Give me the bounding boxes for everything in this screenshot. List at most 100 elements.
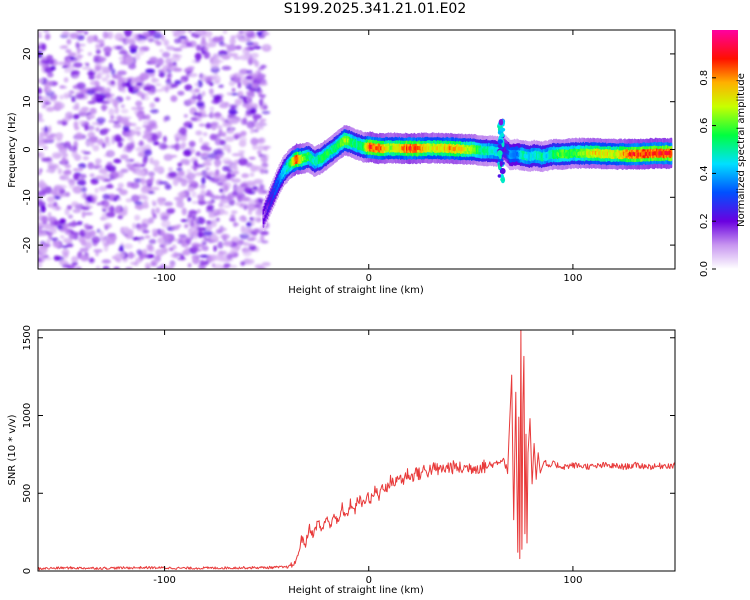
ridge-cell	[266, 205, 269, 210]
noise-speckle	[155, 41, 162, 46]
noise-speckle	[184, 162, 191, 166]
noise-speckle	[178, 197, 184, 203]
noise-speckle	[90, 178, 99, 185]
noise-speckle	[87, 162, 95, 170]
noise-speckle	[38, 221, 43, 228]
noise-speckle	[144, 235, 151, 239]
noise-speckle	[125, 81, 132, 88]
burst-blob	[500, 132, 505, 138]
colorbar	[712, 30, 738, 269]
noise-speckle	[153, 141, 160, 146]
noise-speckle	[198, 230, 202, 238]
noise-speckle	[171, 30, 181, 33]
noise-speckle	[126, 37, 133, 42]
noise-speckle	[230, 214, 236, 218]
noise-speckle	[52, 241, 61, 248]
noise-speckle	[96, 117, 106, 124]
noise-speckle	[184, 84, 193, 91]
noise-speckle	[63, 117, 70, 122]
noise-speckle	[214, 60, 224, 63]
noise-speckle	[47, 203, 56, 208]
noise-speckle	[97, 138, 104, 146]
noise-speckle	[166, 83, 171, 88]
noise-speckle	[47, 72, 54, 78]
noise-speckle	[223, 184, 229, 192]
noise-speckle	[55, 132, 64, 140]
noise-speckle	[46, 239, 51, 244]
noise-speckle	[252, 129, 259, 133]
noise-speckle	[200, 144, 209, 151]
noise-speckle	[184, 223, 189, 229]
noise-speckle	[83, 30, 89, 35]
noise-speckle	[137, 224, 142, 230]
noise-speckle	[71, 201, 79, 208]
noise-speckle	[154, 89, 165, 92]
noise-speckle	[46, 79, 53, 88]
burst-blob	[500, 177, 505, 182]
noise-speckle	[257, 121, 266, 126]
noise-speckle	[98, 56, 107, 62]
noise-speckle	[149, 102, 156, 109]
noise-speckle	[115, 45, 124, 50]
noise-speckle	[158, 71, 166, 78]
noise-speckle	[149, 186, 160, 191]
noise-speckle	[256, 31, 263, 36]
noise-speckle	[113, 158, 122, 164]
noise-speckle	[41, 56, 48, 61]
noise-speckle	[217, 241, 224, 249]
noise-speckle	[38, 263, 43, 268]
burst-blob	[497, 174, 502, 178]
noise-speckle	[157, 131, 162, 139]
noise-speckle	[103, 46, 112, 53]
noise-speckle	[72, 185, 83, 194]
noise-speckle	[113, 123, 122, 129]
noise-speckle	[230, 92, 239, 96]
noise-speckle	[89, 173, 95, 178]
noise-speckle	[126, 142, 135, 150]
noise-speckle	[137, 90, 142, 97]
noise-speckle	[117, 141, 123, 148]
noise-speckle	[131, 106, 138, 111]
noise-speckle	[264, 44, 269, 50]
noise-speckle	[243, 204, 248, 211]
ridge-cell	[273, 188, 276, 193]
noise-speckle	[83, 192, 87, 200]
noise-speckle	[222, 165, 230, 172]
noise-speckle	[45, 90, 55, 98]
snr-series-line	[38, 330, 675, 571]
noise-speckle	[239, 54, 250, 61]
noise-speckle	[232, 190, 239, 196]
noise-speckle	[63, 77, 69, 83]
noise-speckle	[94, 187, 99, 194]
noise-speckle	[72, 105, 80, 111]
noise-speckle	[100, 66, 106, 71]
noise-speckle	[192, 93, 197, 97]
noise-speckle	[261, 110, 271, 115]
noise-speckle	[245, 162, 253, 168]
noise-speckle	[194, 30, 203, 35]
noise-speckle	[139, 254, 150, 258]
noise-speckle	[222, 30, 228, 34]
noise-speckle	[87, 52, 93, 56]
noise-speckle	[48, 228, 58, 235]
noise-speckle	[55, 152, 63, 157]
noise-speckle	[160, 215, 169, 221]
noise-speckle	[233, 236, 240, 241]
burst-blob	[497, 139, 503, 144]
noise-speckle	[206, 204, 215, 211]
noise-speckle	[260, 64, 267, 69]
noise-speckle	[145, 129, 152, 136]
noise-speckle	[210, 235, 220, 241]
noise-speckle	[129, 182, 140, 189]
noise-speckle	[136, 130, 141, 137]
noise-speckle	[75, 41, 80, 49]
noise-speckle	[198, 185, 207, 189]
noise-speckle	[252, 114, 262, 120]
noise-speckle	[232, 164, 238, 170]
noise-speckle	[187, 97, 197, 105]
noise-speckle	[260, 230, 269, 236]
noise-speckle	[195, 59, 201, 63]
noise-speckle	[145, 68, 156, 74]
noise-speckle	[144, 179, 153, 185]
noise-speckle	[45, 106, 55, 112]
